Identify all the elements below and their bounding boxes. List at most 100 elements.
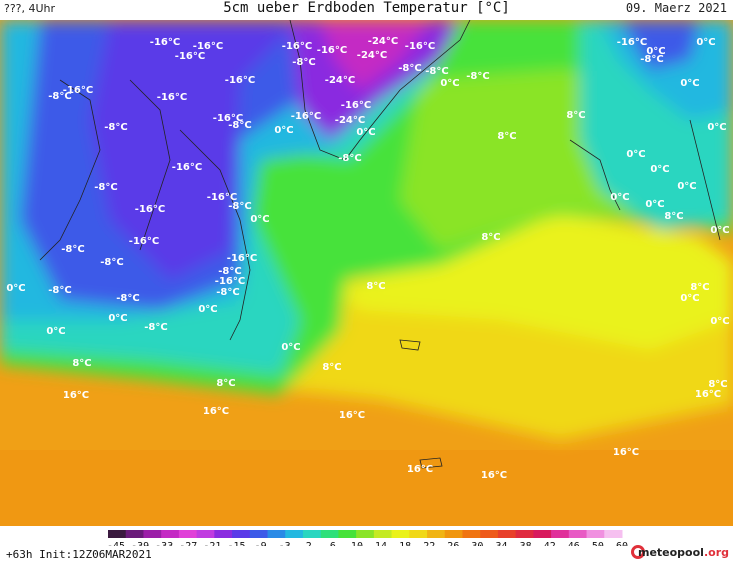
temperature-label: 16°C: [407, 464, 433, 475]
temperature-label: -8°C: [640, 54, 663, 65]
greenland-core-zone: [320, 20, 430, 90]
temperature-label: 16°C: [203, 406, 229, 417]
run-info-label: +63h Init:12Z06MAR2021: [6, 548, 152, 561]
temperature-label: -8°C: [48, 91, 71, 102]
temperature-label: 8°C: [566, 110, 585, 121]
legend-tick-label: 26: [447, 541, 459, 546]
southern-ocean-region: [0, 450, 733, 526]
legend-tick-label: 30: [471, 541, 483, 546]
temperature-label: -24°C: [325, 75, 355, 86]
temperature-label: -16°C: [317, 45, 347, 56]
legend-tick-label: 60: [616, 541, 628, 546]
legend-tick-label: 46: [568, 541, 580, 546]
legend-swatch: [249, 530, 269, 538]
map-footer: -45-39-33-27-21-15-9-3261014182226303438…: [0, 526, 733, 566]
temperature-label: 16°C: [63, 390, 89, 401]
color-legend: -45-39-33-27-21-15-9-3261014182226303438…: [107, 530, 628, 546]
temperature-label: -8°C: [94, 182, 117, 193]
legend-tick-label: -21: [203, 541, 221, 546]
temperature-label: -8°C: [116, 293, 139, 304]
legend-swatch: [108, 530, 127, 538]
temperature-label: -16°C: [135, 204, 165, 215]
temperature-label: 0°C: [610, 192, 629, 203]
legend-tick-label: 14: [375, 541, 387, 546]
temperature-label: 0°C: [707, 122, 726, 133]
temperature-label: 8°C: [481, 232, 500, 243]
brand-label[interactable]: meteopool.org: [638, 546, 729, 559]
legend-tick-label: -9: [255, 541, 267, 546]
temperature-label: 0°C: [626, 149, 645, 160]
legend-swatch: [533, 530, 552, 538]
coastlines: [39, 20, 721, 469]
legend-swatch: [178, 530, 198, 538]
valid-date-label: 09. Maerz 2021: [625, 1, 727, 15]
temperature-label: 0°C: [696, 37, 715, 48]
legend-swatch: [391, 530, 410, 538]
temperature-label: -24°C: [368, 36, 398, 47]
legend-tick-label: -45: [107, 541, 125, 546]
temperature-map: -16°C -16°C -16°C -16°C -16°C -24°C -16°C -24°C…: [0, 20, 733, 526]
temperature-label: -16°C: [617, 37, 647, 48]
legend-swatch: [373, 530, 393, 538]
legend-swatch: [604, 530, 623, 538]
temperature-label: -16°C: [207, 192, 237, 203]
temperature-label: -16°C: [157, 92, 187, 103]
temperature-label: 0°C: [274, 125, 293, 136]
temperature-label: 16°C: [481, 470, 507, 481]
legend-swatch: [356, 530, 375, 538]
legend-swatch: [480, 530, 499, 538]
temperature-label: -8°C: [216, 287, 239, 298]
temperature-label: -8°C: [338, 153, 361, 164]
legend-swatch: [586, 530, 605, 538]
scandinavia-blue-zone: [620, 20, 700, 70]
temperature-label: -16°C: [215, 276, 245, 287]
brand-tld: .org: [703, 546, 729, 559]
temperature-label: 8°C: [322, 362, 341, 373]
legend-colorbar: [108, 530, 623, 538]
temperature-label: 0°C: [646, 46, 665, 57]
legend-swatch: [462, 530, 481, 538]
legend-tick-label: 10: [351, 541, 363, 546]
temperature-label: -16°C: [227, 253, 257, 264]
temperature-label: -16°C: [172, 162, 202, 173]
legend-swatch: [515, 530, 534, 538]
violet-zone: [90, 20, 300, 280]
scandinavia-cyan-zone: [600, 20, 733, 120]
temperature-label: 0°C: [677, 181, 696, 192]
legend-swatch: [320, 530, 339, 538]
temperature-label: 0°C: [710, 316, 729, 327]
temperature-label: -8°C: [61, 244, 84, 255]
temperature-label: 0°C: [250, 214, 269, 225]
temperature-label: -8°C: [100, 257, 123, 268]
temperature-label: -16°C: [225, 75, 255, 86]
legend-tick-label: 42: [544, 541, 556, 546]
legend-swatch: [444, 530, 463, 538]
temperature-label: -16°C: [341, 100, 371, 111]
temperature-label: 8°C: [690, 282, 709, 293]
temperature-label: -8°C: [144, 322, 167, 333]
temperature-label: 8°C: [497, 131, 516, 142]
temperature-label: 16°C: [613, 447, 639, 458]
temperature-label: -16°C: [63, 85, 93, 96]
legend-swatch: [427, 530, 446, 538]
temperature-label: 8°C: [708, 379, 727, 390]
meteopool-logo-icon: [631, 545, 645, 559]
temperature-label: 0°C: [650, 164, 669, 175]
temperature-label: 0°C: [46, 326, 65, 337]
legend-tick-label: 18: [399, 541, 411, 546]
temperature-label: -16°C: [150, 37, 180, 48]
legend-tick-label: 50: [592, 541, 604, 546]
temperature-label: -16°C: [129, 236, 159, 247]
map-temperature-labels: -16°C -16°C -16°C -16°C -16°C -24°C -16°C -24°C…: [6, 36, 729, 481]
legend-swatch: [302, 530, 322, 538]
map-title: 5cm ueber Erdboden Temperatur [°C]: [223, 0, 510, 16]
legend-swatch: [196, 530, 215, 538]
temperature-label: -16°C: [291, 111, 321, 122]
temperature-label: 0°C: [356, 127, 375, 138]
legend-tick-label: 34: [496, 541, 508, 546]
valid-time-label: ???, 4Uhr: [4, 2, 56, 15]
legend-swatch: [409, 530, 428, 538]
light-yellow-zone: [340, 210, 733, 350]
legend-swatch: [338, 530, 357, 538]
temperature-label: 0°C: [108, 313, 127, 324]
